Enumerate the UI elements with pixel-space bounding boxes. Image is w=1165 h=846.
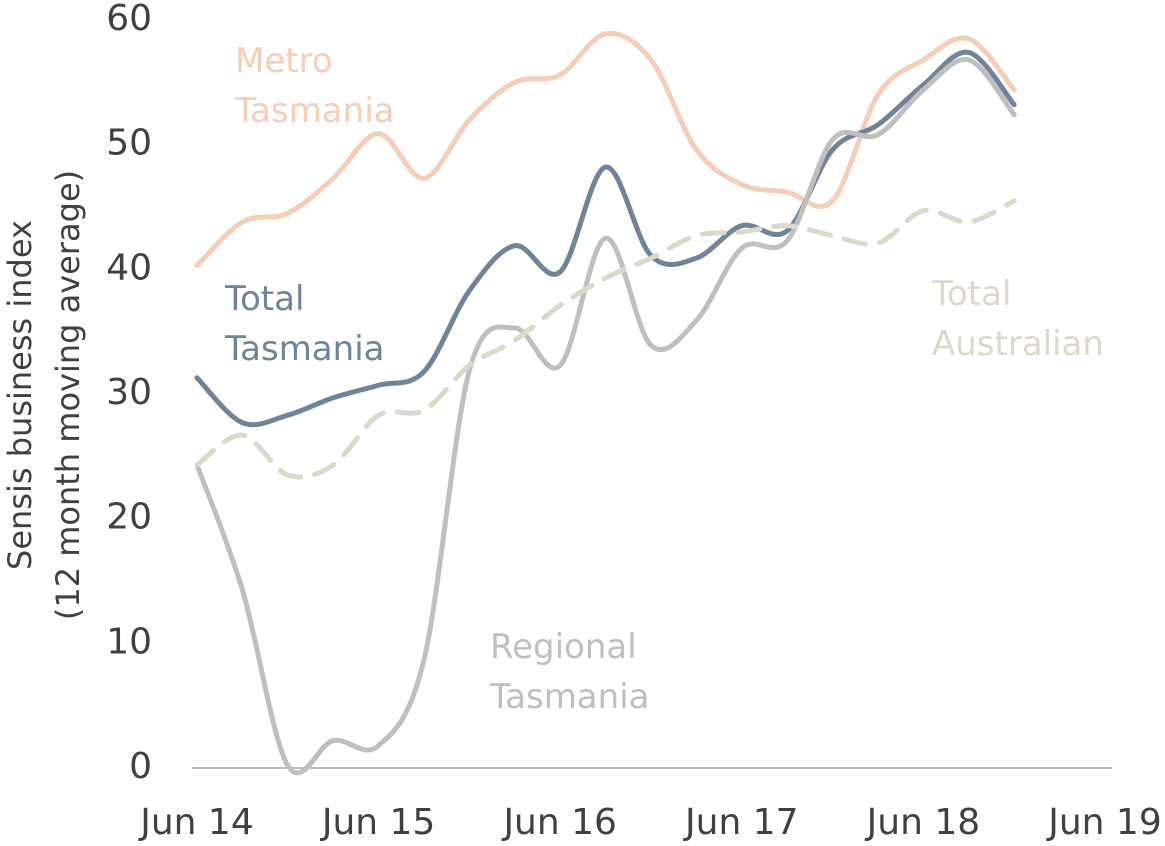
- x-tick-label: Jun 14: [138, 802, 254, 843]
- y-axis-label: (12 month moving average): [49, 170, 87, 620]
- series-line: [194, 30, 1017, 269]
- x-tick-label: Jun 15: [320, 802, 436, 843]
- series-label: Metro Tasmania: [234, 41, 394, 131]
- y-tick-label: 60: [106, 0, 152, 39]
- series-label: Regional Tasmania: [489, 627, 649, 717]
- series-line: [194, 198, 1017, 480]
- series-line: [194, 56, 1017, 776]
- y-tick-label: 50: [106, 123, 152, 164]
- x-tick-label: Jun 19: [1046, 802, 1162, 843]
- y-tick-label: 20: [106, 497, 152, 538]
- y-axis-label: Sensis business index: [1, 220, 39, 570]
- series-label: Total Australian: [931, 274, 1104, 364]
- x-tick-label: Jun 18: [865, 802, 981, 843]
- y-tick-label: 10: [106, 621, 152, 662]
- series-label: Total Tasmania: [224, 279, 384, 369]
- series-line: [194, 49, 1017, 428]
- y-tick-label: 40: [106, 247, 152, 288]
- y-tick-label: 0: [129, 746, 152, 787]
- x-tick-label: Jun 16: [501, 802, 617, 843]
- x-tick-label: Jun 17: [683, 802, 799, 843]
- y-tick-label: 30: [106, 372, 152, 413]
